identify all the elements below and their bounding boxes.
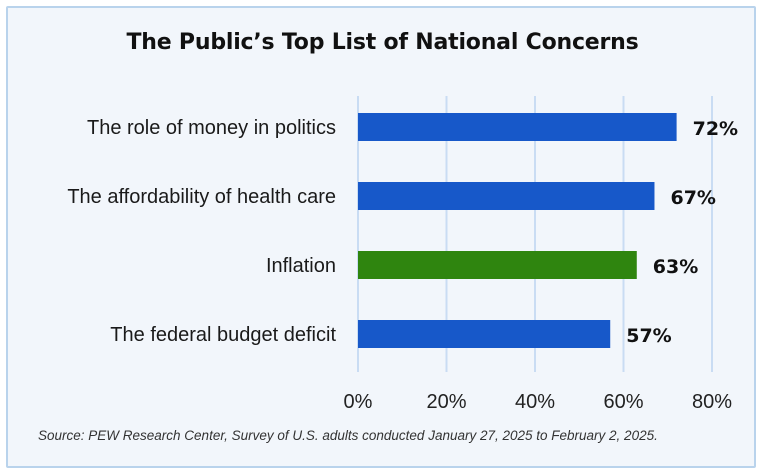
- category-label: The affordability of health care: [67, 186, 336, 208]
- bar: [358, 182, 655, 210]
- x-axis-tick-labels: 0% 20% 40% 60% 80%: [344, 391, 733, 413]
- chart-title: The Public’s Top List of National Concer…: [126, 30, 639, 55]
- x-tick-label: 80%: [692, 391, 732, 413]
- value-labels: 72% 67% 63% 57%: [626, 118, 738, 347]
- category-label: The role of money in politics: [87, 117, 336, 139]
- value-label: 63%: [653, 256, 698, 278]
- bar: [358, 251, 637, 279]
- value-label: 72%: [693, 118, 738, 140]
- category-label: Inflation: [266, 255, 336, 277]
- value-label: 57%: [626, 325, 671, 347]
- bar: [358, 113, 677, 141]
- bars: [358, 113, 677, 348]
- bar: [358, 320, 611, 348]
- source-note: Source: PEW Research Center, Survey of U…: [38, 428, 658, 443]
- chart-frame: [6, 6, 756, 468]
- x-tick-label: 20%: [426, 391, 466, 413]
- x-tick-label: 60%: [603, 391, 643, 413]
- category-labels: The role of money in politics The afforda…: [67, 117, 336, 346]
- value-label: 67%: [670, 187, 715, 209]
- x-tick-label: 0%: [344, 391, 373, 413]
- x-tick-label: 40%: [515, 391, 555, 413]
- category-label: The federal budget deficit: [110, 324, 336, 346]
